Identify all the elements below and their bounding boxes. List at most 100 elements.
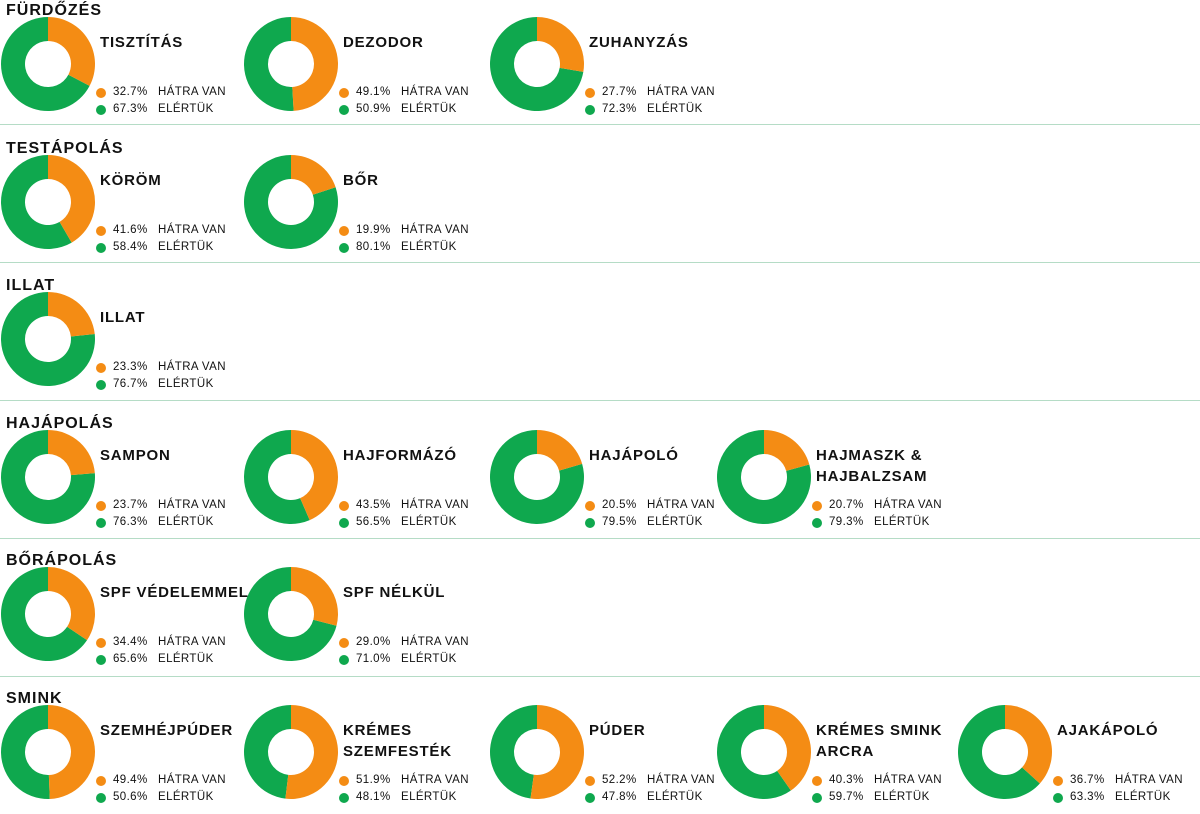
chart-title: BŐR — [343, 172, 379, 189]
legend-dot-remaining — [585, 501, 595, 511]
legend-dot-achieved — [339, 518, 349, 528]
legend-label-remaining: HÁTRA VAN — [158, 224, 226, 236]
legend-value-achieved: 48.1% — [356, 791, 391, 803]
legend-value-remaining: 40.3% — [829, 774, 864, 786]
legend-value-remaining: 23.3% — [113, 361, 148, 373]
legend-dot-remaining — [585, 88, 595, 98]
slice-remaining — [48, 17, 95, 86]
donut-item-szemhejpuder: SZEMHÉJPÚDER 49.4% HÁTRA VAN 50.6% ELÉRTÜK — [0, 704, 240, 814]
legend-value-achieved: 79.5% — [602, 516, 637, 528]
donut-chart — [0, 17, 95, 112]
donut-chart — [244, 17, 338, 111]
legend-dot-remaining — [812, 776, 822, 786]
legend-value-remaining: 52.2% — [602, 774, 637, 786]
donut-chart — [243, 705, 338, 799]
donut-chart — [244, 567, 338, 661]
chart-title: HAJFORMÁZÓ — [343, 447, 457, 464]
donut-chart — [0, 567, 95, 661]
legend-label-achieved: ELÉRTÜK — [874, 791, 930, 803]
slice-achieved — [0, 17, 90, 112]
slice-remaining — [291, 17, 338, 111]
slice-achieved — [0, 292, 96, 386]
section-divider — [0, 538, 1200, 539]
legend-value-achieved: 50.9% — [356, 103, 391, 115]
chart-title: HAJMASZK & HAJBALZSAM — [816, 447, 928, 485]
legend-dot-achieved — [96, 243, 106, 253]
legend-dot-achieved — [339, 655, 349, 665]
legend-label-achieved: ELÉRTÜK — [158, 516, 214, 528]
legend-dot-remaining — [96, 226, 106, 236]
donut-item-hajmaszk-hajbalzsam: HAJMASZK & HAJBALZSAM 20.7% HÁTRA VAN 79.3%… — [716, 429, 956, 539]
legend-value-achieved: 72.3% — [602, 103, 637, 115]
legend-label-achieved: ELÉRTÜK — [158, 791, 214, 803]
legend-value-remaining: 20.5% — [602, 499, 637, 511]
legend-label-remaining: HÁTRA VAN — [1115, 774, 1183, 786]
donut-item-sampon: SAMPON 23.7% HÁTRA VAN 76.3% ELÉRTÜK — [0, 429, 240, 539]
legend-value-remaining: 43.5% — [356, 499, 391, 511]
chart-title: ZUHANYZÁS — [589, 34, 689, 51]
donut-item-kremes-szemfestek: KRÉMES SZEMFESTÉK 51.9% HÁTRA VAN 48.1% ELÉR… — [243, 704, 483, 814]
donut-item-zuhanyzas: ZUHANYZÁS 27.7% HÁTRA VAN 72.3% ELÉRTÜK — [489, 16, 729, 126]
slice-remaining — [291, 567, 338, 626]
section-title: BŐRÁPOLÁS — [6, 552, 118, 569]
legend-value-achieved: 76.7% — [113, 378, 148, 390]
chart-title: KRÉMES SZEMFESTÉK — [343, 722, 452, 760]
slice-remaining — [285, 705, 338, 799]
legend-value-achieved: 47.8% — [602, 791, 637, 803]
donut-item-spf-vedelemmel: SPF VÉDELEMMEL 34.4% HÁTRA VAN 65.6% ELÉRTÜK — [0, 566, 248, 676]
slice-achieved — [0, 567, 88, 661]
legend-dot-achieved — [812, 793, 822, 803]
legend-dot-remaining — [585, 776, 595, 786]
legend-value-achieved: 58.4% — [113, 241, 148, 253]
slice-remaining — [48, 155, 95, 243]
legend-dot-achieved — [339, 793, 349, 803]
donut-chart — [0, 155, 95, 249]
chart-title: SPF VÉDELEMMEL — [100, 584, 249, 601]
chart-title: TISZTÍTÁS — [100, 34, 184, 51]
legend-dot-remaining — [1053, 776, 1063, 786]
chart-title: HAJÁPOLÓ — [589, 447, 679, 464]
legend-dot-remaining — [96, 501, 106, 511]
chart-title: KÖRÖM — [100, 172, 162, 189]
legend-value-achieved: 80.1% — [356, 241, 391, 253]
legend-label-achieved: ELÉRTÜK — [647, 516, 703, 528]
legend-dot-remaining — [96, 776, 106, 786]
donut-item-hajformazo: HAJFORMÁZÓ 43.5% HÁTRA VAN 56.5% ELÉRTÜK — [243, 429, 483, 539]
slice-remaining — [48, 292, 95, 337]
chart-title: SZEMHÉJPÚDER — [100, 722, 233, 739]
legend-dot-achieved — [96, 380, 106, 390]
slice-achieved — [244, 155, 338, 249]
legend-dot-remaining — [812, 501, 822, 511]
legend-dot-achieved — [585, 105, 595, 115]
chart-title: ILLAT — [100, 309, 146, 326]
chart-title: AJAKÁPOLÓ — [1057, 722, 1159, 739]
legend-label-achieved: ELÉRTÜK — [158, 378, 214, 390]
donut-chart — [0, 705, 95, 799]
donut-item-hajapolo: HAJÁPOLÓ 20.5% HÁTRA VAN 79.5% ELÉRTÜK — [489, 429, 729, 539]
slice-achieved — [717, 705, 791, 799]
chart-title: SPF NÉLKÜL — [343, 584, 446, 601]
donut-chart — [490, 17, 584, 111]
legend-label-achieved: ELÉRTÜK — [158, 653, 214, 665]
section-title: HAJÁPOLÁS — [6, 415, 114, 432]
legend-label-remaining: HÁTRA VAN — [647, 774, 715, 786]
legend-dot-achieved — [96, 655, 106, 665]
slice-remaining — [48, 567, 95, 641]
slice-remaining — [48, 705, 95, 799]
section-title: ILLAT — [6, 277, 56, 294]
legend-label-achieved: ELÉRTÜK — [401, 241, 457, 253]
slice-achieved — [0, 705, 50, 799]
legend-value-achieved: 65.6% — [113, 653, 148, 665]
legend-dot-achieved — [96, 518, 106, 528]
legend-value-remaining: 36.7% — [1070, 774, 1105, 786]
legend-dot-remaining — [339, 501, 349, 511]
section-title: TESTÁPOLÁS — [6, 140, 124, 157]
legend-dot-achieved — [96, 105, 106, 115]
legend-dot-achieved — [812, 518, 822, 528]
legend-dot-remaining — [96, 88, 106, 98]
legend-label-remaining: HÁTRA VAN — [158, 86, 226, 98]
legend-label-remaining: HÁTRA VAN — [158, 636, 226, 648]
slice-achieved — [243, 705, 291, 799]
slice-remaining — [764, 705, 811, 791]
legend-value-remaining: 27.7% — [602, 86, 637, 98]
